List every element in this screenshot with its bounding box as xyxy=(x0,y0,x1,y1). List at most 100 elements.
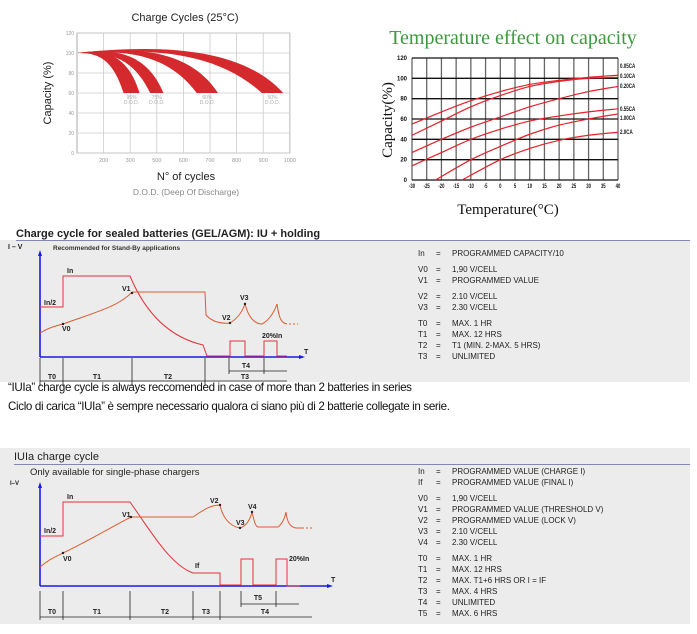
series-line-2.0CA xyxy=(461,131,619,181)
diagram-subtitle: Only available for single-phase chargers xyxy=(30,467,200,478)
legend-value: 1,90 V/CELL xyxy=(452,494,498,503)
charge-cycles-chart: Charge Cycles (25°C) 0 20 40 60 80 100 120 200 3… xyxy=(42,12,296,197)
y-axis-label: Capacity(%) xyxy=(380,82,396,158)
y-tick-label: 100 xyxy=(397,76,408,82)
legend-value: PROGRAMMED CAPACITY/10 xyxy=(452,249,564,258)
label-in: In xyxy=(67,268,73,275)
note-english: “IUIa” charge cycle is always reccomende… xyxy=(8,381,412,394)
dod-band-60pct xyxy=(77,50,218,93)
label-v1: V1 xyxy=(122,512,131,519)
x-tick-label: 35 xyxy=(601,183,606,190)
legend-equals: = xyxy=(436,467,441,476)
legend-iu: In = PROGRAMMED CAPACITY/10 V0 = 1,90 V/CELL V… xyxy=(418,249,564,361)
legend-key: T3 xyxy=(418,352,428,361)
legend-value: MAX. T1+6 HRS OR I = IF xyxy=(452,576,546,585)
x-tick-label: 30 xyxy=(586,183,591,190)
legend-key: If xyxy=(418,478,423,487)
legend-equals: = xyxy=(436,292,441,301)
legend-equals: = xyxy=(436,565,441,574)
x-tick-label: 700 xyxy=(205,158,214,164)
point-v2 xyxy=(218,503,222,507)
y-tick-label: 20 xyxy=(68,131,74,137)
series-line-0.10CA xyxy=(411,76,619,136)
legend-equals: = xyxy=(436,341,441,350)
x-tick-label: -25 xyxy=(424,183,430,190)
period-t0: T0 xyxy=(48,609,56,616)
legend-equals: = xyxy=(436,276,441,285)
period-t3: T3 xyxy=(241,374,249,381)
legend-equals: = xyxy=(436,478,441,487)
x-tick-label: 5 xyxy=(514,183,516,190)
y-tick-label: 80 xyxy=(68,71,74,77)
period-t3: T3 xyxy=(202,609,210,616)
series-label: 0.20CA xyxy=(620,83,635,90)
x-axis-label: T xyxy=(304,349,309,356)
legend-equals: = xyxy=(436,587,441,596)
series-line-0.05CA xyxy=(411,74,619,125)
current-curve xyxy=(40,275,287,357)
legend-value: MAX. 12 HRS xyxy=(452,565,502,574)
series-line-1.00CA xyxy=(435,113,619,181)
label-if: If xyxy=(195,563,200,570)
legend-key: T3 xyxy=(418,587,428,596)
x-tick-label: 600 xyxy=(179,158,188,164)
period-t0: T0 xyxy=(48,374,56,381)
series-label: 2.0CA xyxy=(620,129,633,136)
y-axis-label: Capacity (%) xyxy=(42,62,54,125)
x-tick-label: 20 xyxy=(557,183,562,190)
x-tick-label: 800 xyxy=(232,158,241,164)
point-v0 xyxy=(61,322,65,326)
legend-value: PROGRAMMED VALUE (FINAL I) xyxy=(452,478,574,487)
legend-value: T1 (MIN. 2-MAX. 5 HRS) xyxy=(452,341,541,350)
legend-equals: = xyxy=(436,576,441,585)
legend-iuia: In = PROGRAMMED VALUE (CHARGE I) If = PROGRAM… xyxy=(418,467,604,618)
legend-value: PROGRAMMED VALUE xyxy=(452,276,539,285)
legend-key: In xyxy=(418,249,425,258)
y-axis-label: I–V xyxy=(10,481,19,487)
period-t2: T2 xyxy=(161,609,169,616)
label-20pct-in: 20%In xyxy=(262,333,282,340)
label-v2: V2 xyxy=(222,315,231,322)
series-label: 0.55CA xyxy=(620,106,635,113)
y-tick-label: 60 xyxy=(400,117,407,123)
legend-key: V2 xyxy=(418,292,428,301)
legend-key: T2 xyxy=(418,576,428,585)
arrow-right-icon xyxy=(327,584,333,588)
legend-value: PROGRAMMED VALUE (CHARGE I) xyxy=(452,467,586,476)
point-v3 xyxy=(243,302,247,306)
dod-band-50pct xyxy=(77,48,284,93)
legend-value: PROGRAMMED VALUE (THRESHOLD V) xyxy=(452,505,604,514)
current-curve xyxy=(40,501,300,587)
series-line-0.55CA xyxy=(411,108,619,167)
x-tick-label: 25 xyxy=(572,183,577,190)
legend-value: MAX. 6 HRS xyxy=(452,609,497,618)
legend-value: 2.30 V/CELL xyxy=(452,538,498,547)
legend-value: MAX. 12 HRS xyxy=(452,330,502,339)
label-v0: V0 xyxy=(63,556,72,563)
point-v1 xyxy=(130,291,134,295)
voltage-curve xyxy=(39,291,288,334)
legend-value: MAX. 4 HRS xyxy=(452,587,497,596)
x-tick-label: 300 xyxy=(126,158,135,164)
timeline xyxy=(39,591,312,620)
series-label: 0.05CA xyxy=(620,63,635,70)
period-t1: T1 xyxy=(93,374,101,381)
legend-key: V1 xyxy=(418,276,428,285)
legend-equals: = xyxy=(436,330,441,339)
legend-value: UNLIMITED xyxy=(452,352,495,361)
legend-value: 2.10 V/CELL xyxy=(452,292,498,301)
x-tick-label: 15 xyxy=(542,183,547,190)
label-v0: V0 xyxy=(62,326,71,333)
x-tick-label: 500 xyxy=(152,158,161,164)
band-sublabel: D.O.D. xyxy=(149,100,164,106)
legend-equals: = xyxy=(436,516,441,525)
legend-equals: = xyxy=(436,303,441,312)
dod-band-95pct xyxy=(77,51,140,93)
point-v2 xyxy=(228,321,232,325)
y-tick-label: 40 xyxy=(400,137,407,143)
arrow-up-icon xyxy=(38,482,42,488)
y-axis-label: I – V xyxy=(8,244,23,251)
legend-key: V3 xyxy=(418,303,428,312)
x-tick-label: 0 xyxy=(499,183,501,190)
